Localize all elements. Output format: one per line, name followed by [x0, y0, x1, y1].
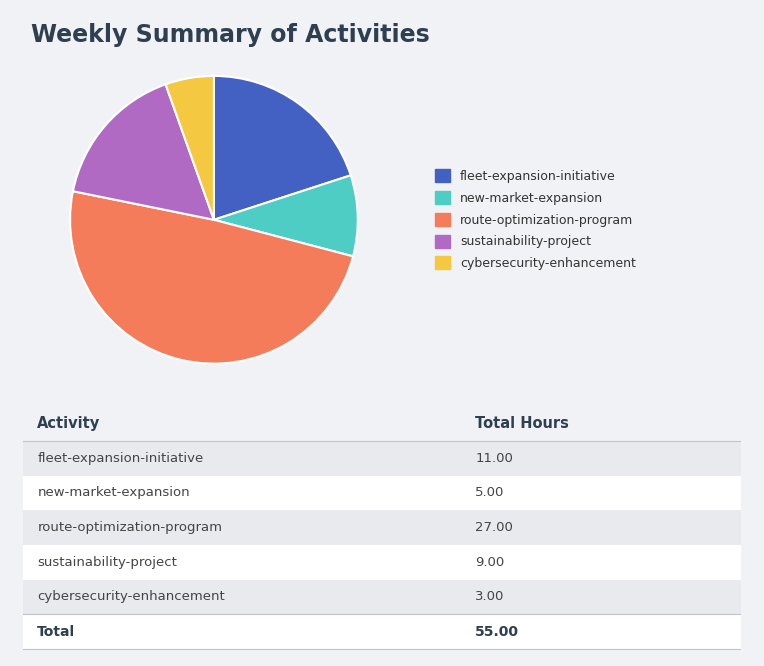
Text: Total: Total — [37, 625, 76, 639]
FancyBboxPatch shape — [23, 545, 741, 579]
Wedge shape — [214, 76, 351, 220]
Text: fleet-expansion-initiative: fleet-expansion-initiative — [37, 452, 203, 465]
Legend: fleet-expansion-initiative, new-market-expansion, route-optimization-program, su: fleet-expansion-initiative, new-market-e… — [429, 163, 642, 276]
Text: Weekly Summary of Activities: Weekly Summary of Activities — [31, 23, 429, 47]
Wedge shape — [214, 175, 358, 256]
Text: 5.00: 5.00 — [475, 486, 505, 500]
FancyBboxPatch shape — [23, 441, 741, 476]
Text: 11.00: 11.00 — [475, 452, 513, 465]
FancyBboxPatch shape — [23, 579, 741, 614]
Text: sustainability-project: sustainability-project — [37, 555, 177, 569]
Text: 3.00: 3.00 — [475, 591, 505, 603]
Text: cybersecurity-enhancement: cybersecurity-enhancement — [37, 591, 225, 603]
Wedge shape — [73, 85, 214, 220]
Text: Activity: Activity — [37, 416, 101, 431]
FancyBboxPatch shape — [23, 614, 741, 649]
Wedge shape — [166, 76, 214, 220]
Text: Total Hours: Total Hours — [475, 416, 569, 431]
FancyBboxPatch shape — [23, 510, 741, 545]
Text: 55.00: 55.00 — [475, 625, 520, 639]
Text: 27.00: 27.00 — [475, 521, 513, 534]
Text: new-market-expansion: new-market-expansion — [37, 486, 190, 500]
Text: 9.00: 9.00 — [475, 555, 504, 569]
FancyBboxPatch shape — [23, 476, 741, 510]
Wedge shape — [70, 191, 353, 364]
Text: route-optimization-program: route-optimization-program — [37, 521, 222, 534]
